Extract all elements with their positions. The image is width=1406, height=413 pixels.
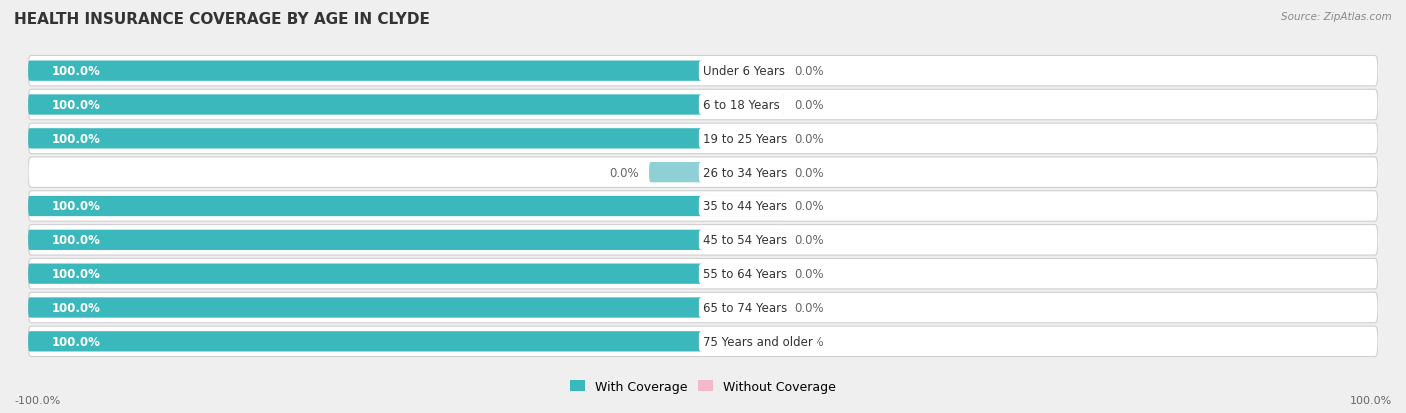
FancyBboxPatch shape [703,264,785,284]
Text: 0.0%: 0.0% [794,166,824,179]
Text: 100.0%: 100.0% [1350,395,1392,405]
Text: 100.0%: 100.0% [52,301,101,314]
FancyBboxPatch shape [703,129,785,149]
Text: 75 Years and older: 75 Years and older [703,335,813,348]
Text: 19 to 25 Years: 19 to 25 Years [703,133,787,145]
Text: 6 to 18 Years: 6 to 18 Years [703,99,780,112]
FancyBboxPatch shape [28,230,703,250]
Text: 0.0%: 0.0% [794,65,824,78]
FancyBboxPatch shape [28,225,1378,255]
Text: 0.0%: 0.0% [609,166,638,179]
Text: 100.0%: 100.0% [52,99,101,112]
Text: Under 6 Years: Under 6 Years [703,65,785,78]
FancyBboxPatch shape [703,95,785,115]
Text: -100.0%: -100.0% [14,395,60,405]
FancyBboxPatch shape [650,163,703,183]
FancyBboxPatch shape [28,158,1378,188]
FancyBboxPatch shape [703,196,785,217]
FancyBboxPatch shape [28,326,1378,357]
Text: 100.0%: 100.0% [52,268,101,280]
Text: 100.0%: 100.0% [52,200,101,213]
Text: HEALTH INSURANCE COVERAGE BY AGE IN CLYDE: HEALTH INSURANCE COVERAGE BY AGE IN CLYD… [14,12,430,27]
FancyBboxPatch shape [703,163,785,183]
Text: 0.0%: 0.0% [794,301,824,314]
Text: 35 to 44 Years: 35 to 44 Years [703,200,787,213]
FancyBboxPatch shape [28,124,1378,154]
FancyBboxPatch shape [28,292,1378,323]
FancyBboxPatch shape [28,191,1378,222]
Text: 55 to 64 Years: 55 to 64 Years [703,268,787,280]
Text: Source: ZipAtlas.com: Source: ZipAtlas.com [1281,12,1392,22]
Text: 0.0%: 0.0% [794,200,824,213]
Text: 100.0%: 100.0% [52,335,101,348]
FancyBboxPatch shape [28,62,703,82]
FancyBboxPatch shape [28,56,1378,87]
Text: 45 to 54 Years: 45 to 54 Years [703,234,787,247]
FancyBboxPatch shape [28,95,703,115]
Legend: With Coverage, Without Coverage: With Coverage, Without Coverage [565,375,841,398]
FancyBboxPatch shape [28,331,703,351]
FancyBboxPatch shape [703,62,785,82]
Text: 0.0%: 0.0% [794,99,824,112]
Text: 0.0%: 0.0% [794,133,824,145]
FancyBboxPatch shape [703,298,785,318]
FancyBboxPatch shape [28,264,703,284]
FancyBboxPatch shape [703,230,785,250]
FancyBboxPatch shape [703,331,785,351]
Text: 100.0%: 100.0% [52,65,101,78]
Text: 100.0%: 100.0% [52,234,101,247]
Text: 65 to 74 Years: 65 to 74 Years [703,301,787,314]
Text: 0.0%: 0.0% [794,234,824,247]
Text: 26 to 34 Years: 26 to 34 Years [703,166,787,179]
FancyBboxPatch shape [28,196,703,217]
Text: 0.0%: 0.0% [794,335,824,348]
FancyBboxPatch shape [28,90,1378,121]
FancyBboxPatch shape [28,259,1378,289]
FancyBboxPatch shape [28,298,703,318]
FancyBboxPatch shape [28,129,703,149]
Text: 0.0%: 0.0% [794,268,824,280]
Text: 100.0%: 100.0% [52,133,101,145]
